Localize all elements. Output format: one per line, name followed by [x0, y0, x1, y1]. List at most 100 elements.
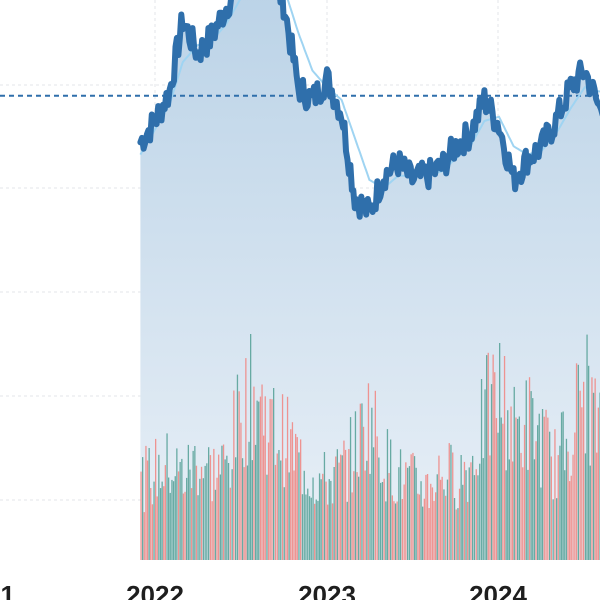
- volume-bar: [195, 465, 198, 560]
- volume-bar: [480, 379, 483, 560]
- volume-bar: [388, 473, 390, 560]
- volume-bar: [317, 500, 319, 560]
- volume-bar: [305, 494, 307, 560]
- volume-bar: [470, 462, 472, 560]
- volume-bar: [280, 460, 282, 560]
- volume-bar: [399, 449, 402, 560]
- volume-bar: [194, 446, 196, 560]
- volume-bar: [172, 481, 175, 560]
- volume-bar: [288, 472, 290, 560]
- volume-bar: [505, 470, 507, 560]
- volume-bar: [233, 390, 235, 560]
- volume-bar: [250, 334, 252, 560]
- volume-bar: [269, 398, 271, 560]
- volume-bar: [161, 481, 163, 560]
- volume-bar: [581, 407, 583, 560]
- volume-bar: [450, 444, 452, 560]
- volume-bar: [150, 488, 152, 560]
- volume-bar: [273, 388, 275, 560]
- volume-bar: [473, 475, 476, 560]
- volume-bar: [538, 413, 540, 560]
- volume-bar: [256, 400, 258, 560]
- volume-bar: [515, 417, 517, 560]
- volume-bar: [221, 445, 223, 560]
- volume-bar: [186, 477, 188, 560]
- volume-bar: [448, 443, 450, 560]
- volume-bar: [381, 482, 384, 560]
- volume-bar: [261, 384, 263, 560]
- volume-bar: [559, 445, 561, 560]
- volume-bars: [140, 334, 600, 560]
- volume-bar: [463, 461, 466, 560]
- volume-bar: [393, 501, 395, 560]
- volume-bar: [407, 467, 409, 560]
- volume-bar: [179, 462, 181, 560]
- volume-bar: [374, 390, 376, 560]
- volume-bar: [487, 352, 489, 560]
- volume-bar: [218, 454, 220, 560]
- volume-bar: [462, 484, 464, 560]
- volume-bar: [543, 416, 545, 560]
- volume-bar: [182, 493, 185, 560]
- volume-bar: [240, 422, 242, 560]
- volume-bar: [235, 457, 237, 560]
- volume-bar: [540, 487, 542, 560]
- volume-bar: [325, 481, 327, 560]
- volume-bar: [584, 453, 587, 560]
- volume-bar: [197, 495, 199, 560]
- volume-bar: [222, 444, 225, 560]
- volume-bar: [594, 378, 596, 560]
- volume-bar: [213, 448, 215, 560]
- volume-bar: [545, 409, 547, 560]
- volume-bar: [494, 372, 496, 560]
- volume-bar: [327, 504, 329, 560]
- volume-bar: [187, 444, 189, 560]
- volume-bar: [181, 458, 183, 560]
- volume-bar: [574, 432, 576, 560]
- volume-bar: [435, 492, 437, 560]
- volume-bar: [415, 467, 417, 560]
- volume-bar: [367, 383, 370, 560]
- volume-bar: [341, 455, 343, 560]
- volume-bar: [259, 396, 262, 560]
- volume-bar: [293, 470, 295, 560]
- volume-bar: [547, 417, 549, 560]
- volume-bar: [204, 465, 206, 560]
- volume-bar: [206, 463, 208, 560]
- volume-bar: [143, 512, 145, 560]
- volume-bar: [408, 466, 411, 560]
- volume-bar: [254, 444, 257, 560]
- volume-bar: [209, 455, 212, 560]
- volume-bar: [383, 478, 385, 560]
- volume-bar: [430, 483, 432, 560]
- volume-bar: [410, 454, 412, 560]
- volume-bar: [358, 476, 360, 560]
- volume-bar: [281, 394, 284, 560]
- volume-bar: [525, 380, 527, 560]
- volume-bar: [386, 429, 389, 560]
- volume-bar: [151, 504, 154, 560]
- volume-bar: [552, 499, 554, 560]
- volume-bar: [291, 422, 294, 560]
- volume-bar: [369, 473, 371, 560]
- volume-bar: [176, 448, 178, 560]
- volume-bar: [530, 391, 532, 560]
- volume-bar: [433, 500, 435, 560]
- volume-bar: [596, 452, 598, 560]
- volume-bar: [155, 438, 157, 560]
- volume-bar: [527, 469, 529, 560]
- volume-bar: [278, 450, 280, 560]
- volume-bar: [248, 441, 250, 560]
- volume-bar: [312, 477, 314, 560]
- volume-bar: [362, 426, 365, 560]
- volume-bar: [591, 377, 593, 560]
- volume-bar: [348, 449, 350, 560]
- volume-bar: [390, 439, 392, 560]
- volume-bar: [455, 509, 457, 560]
- volume-bar: [344, 449, 347, 560]
- volume-bar: [413, 456, 416, 560]
- volume-bar: [300, 439, 302, 560]
- volume-bar: [286, 396, 289, 560]
- volume-bar: [385, 501, 387, 560]
